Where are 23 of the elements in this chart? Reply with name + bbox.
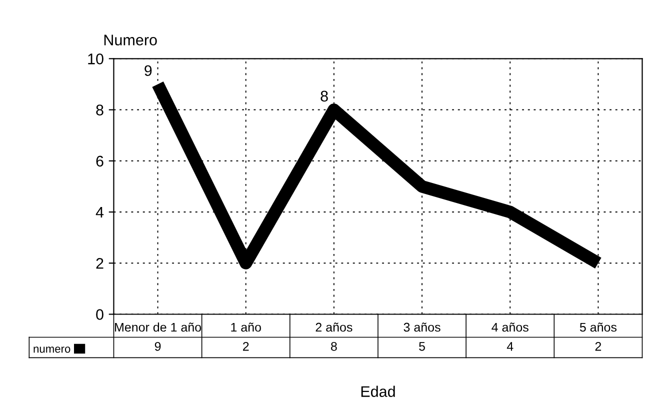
y-tick-label: 10 xyxy=(88,54,104,64)
data-label: 8 xyxy=(331,342,337,351)
data-label: 9 xyxy=(154,342,161,351)
annotation: 8 xyxy=(320,90,328,102)
x-tick-label: 2 años xyxy=(316,322,352,332)
y-axis-title: Numero xyxy=(104,34,157,46)
annotation: 9 xyxy=(144,65,152,76)
x-tick-label: 5 años xyxy=(580,322,617,332)
legend-label: numero xyxy=(34,346,70,353)
data-label: 4 xyxy=(506,342,514,351)
x-axis-title: Edad xyxy=(361,386,395,397)
data-label: 2 xyxy=(595,342,602,351)
x-tick-label: 1 año xyxy=(231,322,261,332)
x-tick-label: 3 años xyxy=(404,322,440,332)
y-tick-label: 0 xyxy=(96,309,104,320)
x-tick-label: 4 años xyxy=(492,322,528,332)
y-tick-label: 8 xyxy=(96,104,104,116)
x-tick-label: Menor de 1 año xyxy=(115,322,202,332)
data-label: 5 xyxy=(419,342,425,351)
y-tick-label: 4 xyxy=(96,207,104,218)
y-tick-label: 2 xyxy=(96,258,104,269)
data-label: 2 xyxy=(243,342,249,351)
y-tick-label: 6 xyxy=(96,156,104,167)
